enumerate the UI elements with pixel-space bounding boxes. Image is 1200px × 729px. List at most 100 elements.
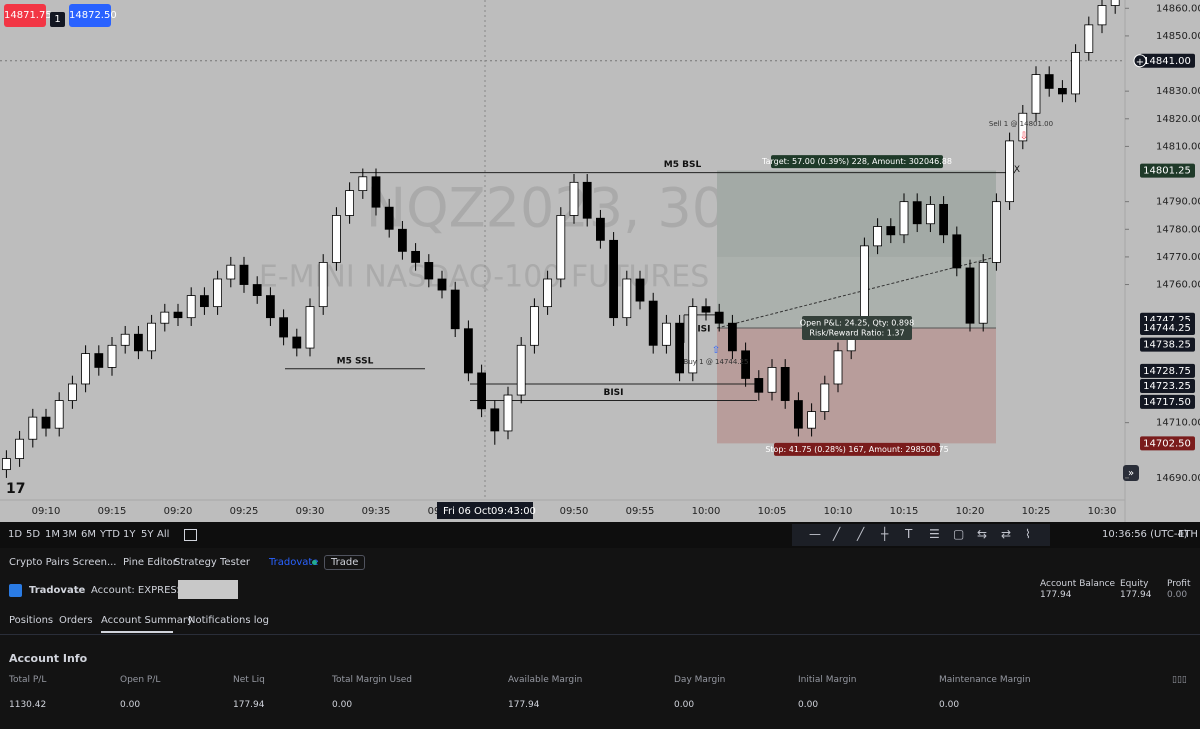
candle-body [1044,74,1054,89]
table-cell: 0.00 [939,700,960,710]
candle-body [1005,140,1014,203]
broker-menu[interactable]: ⌄ [74,585,83,596]
quantity[interactable]: 1 [50,12,65,27]
price-tag-label: 14723.25 [1143,381,1191,392]
session[interactable]: ETH [1178,529,1198,540]
price-tag [1140,321,1195,336]
candle-body [463,328,473,374]
ask-button[interactable]: 14872.50 [69,4,117,27]
add-alert [1133,54,1147,68]
drawing-tool[interactable]: ╱ [857,527,865,541]
panel-tab[interactable]: Pine Editor [123,557,177,568]
toolbar: 1D 5D 1M 3M 6M YTD 1Y 5Y All — ╱ ╱ ┼ T ☰ ▢ ⇆ ⇄ ⌇ 10:36:56… [0,522,1200,548]
range-button[interactable]: All [157,529,170,540]
range-button[interactable]: 3M [62,529,77,540]
scroll-icon[interactable]: » [1128,468,1134,479]
drawing-toolbar [792,524,1050,546]
candle-body [199,295,209,308]
range-button[interactable]: YTD [100,529,120,540]
scroll-button[interactable] [1123,465,1139,481]
subtab[interactable]: Positions [9,615,54,626]
candle-body [899,201,909,236]
drawing-tool[interactable]: ╱ [833,527,841,541]
price-tag [1140,394,1195,409]
panel-tab[interactable]: Strategy Tester [174,557,250,568]
date-range-icon[interactable] [184,529,197,541]
candle-body [965,267,975,324]
range-button[interactable]: 6M [81,529,96,540]
panel-tab[interactable]: Tradovate [269,557,319,568]
range-button[interactable]: 5Y [141,529,154,540]
subtab[interactable]: Orders [59,615,93,626]
account-name[interactable]: Account: EXPRESSTST [91,585,202,596]
table-cell: 1130.42 [9,700,47,710]
broker-name[interactable]: Tradovate [29,585,86,596]
logo: 17 [6,481,25,497]
candle-body [952,234,962,269]
candle-body [226,264,236,280]
trade-path [716,256,997,329]
table-header: Open P/L [120,675,161,685]
table-cell: 177.94 [508,700,540,710]
candle-body [411,250,421,263]
candle-body [2,458,11,471]
drawing-tool[interactable]: ☰ [929,527,940,541]
x-tick-label: 09:30 [296,506,325,517]
subtab-underline [101,631,173,633]
drawing-tool[interactable]: ⌇ [1025,527,1031,541]
candle-body [741,350,750,379]
drawing-tool[interactable]: ⇄ [1001,527,1012,541]
table-cell: 177.94 [233,700,265,710]
range-button[interactable]: 1D [8,529,23,540]
price-tag [1140,363,1195,378]
table-header: Available Margin [508,675,583,685]
price-tag-label: 14744.25 [1143,323,1191,334]
clock: 10:36:56 (UTC-4) [1102,529,1188,540]
drawing-tool[interactable]: T [905,527,913,541]
candle-body [160,311,170,324]
range-button[interactable]: 1Y [123,529,136,540]
range-button[interactable]: 5D [26,529,41,540]
target-label: Target: 57.00 (0.39%) 228, Amount: 30204… [761,157,952,166]
drawing-tool[interactable]: ▢ [953,527,965,541]
candle-body [345,190,355,216]
candle-body [424,262,434,280]
price-tag-label: 14728.75 [1143,366,1191,377]
logo-text: 17 [6,481,25,497]
subtab[interactable]: Notifications log [188,615,270,626]
drawing-tool[interactable]: — [809,527,821,541]
candle-body [596,217,605,241]
price-tag-label: 14702.50 [1143,438,1191,449]
table-cell: 0.00 [332,700,353,710]
x-tick-label: 10:25 [1022,506,1051,517]
bid-button[interactable]: 14871.75 [4,4,52,27]
candle-body [358,176,368,192]
summary-value: 177.94 [1040,590,1072,600]
columns-icon[interactable]: ▯▯▯ [1172,675,1187,685]
price-tag-label: 14717.50 [1143,397,1191,408]
broker-logo [9,584,22,597]
x-tick-label: 09:10 [32,506,61,517]
subtab[interactable]: Account Summary [101,615,193,626]
x-tick-label: 09:25 [230,506,259,517]
candle-body [397,228,407,252]
candle-body [15,438,25,459]
table-header: Total P/L [9,675,47,685]
y-tick-label: 14690.00 [1156,473,1200,484]
range-button[interactable]: 1M [45,529,60,540]
drawing-tool[interactable]: ┼ [881,527,889,541]
summary-value: 177.94 [1120,590,1152,600]
summary-label: Profit [1167,579,1191,589]
candle-body [767,367,777,393]
sell-label: Sell 1 @ 14801.00 [989,120,1053,128]
drawing-tool[interactable]: ⇆ [977,527,988,541]
candle-body [1110,0,1120,6]
level-label: M5 BSL [664,160,702,170]
panel-tab[interactable]: Trade [324,555,366,570]
crosshair-time: 09:43:00 [491,506,536,517]
y-tick-label: 14780.00 [1156,224,1200,235]
panel-tab[interactable]: Crypto Pairs Screen... [9,557,117,568]
price-tag [1140,337,1195,352]
target-label-bg [771,155,943,169]
